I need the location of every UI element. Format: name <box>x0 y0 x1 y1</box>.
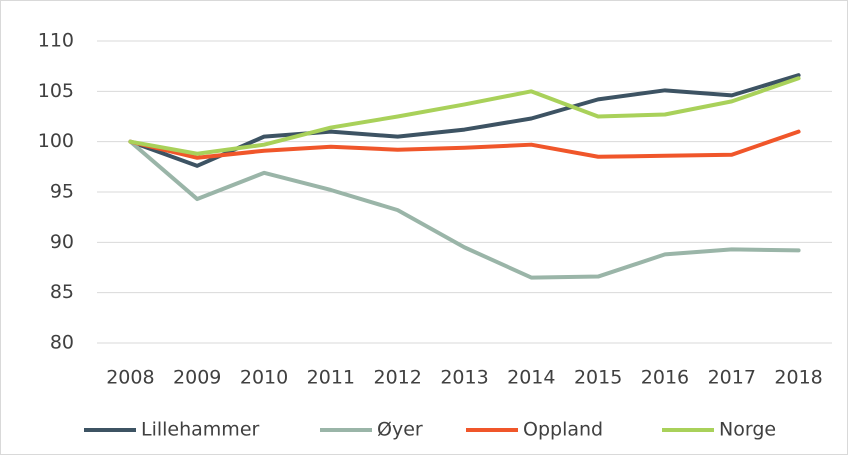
x-tick-label: 2018 <box>774 367 822 389</box>
y-tick-label: 95 <box>50 181 74 203</box>
x-tick-label: 2012 <box>374 367 422 389</box>
line-series <box>128 129 801 160</box>
legend-label: Oppland <box>523 419 603 441</box>
x-tick-label: 2014 <box>507 367 555 389</box>
x-tick-label: 2009 <box>173 367 221 389</box>
y-tick-label: 85 <box>50 281 74 303</box>
x-tick-label: 2016 <box>641 367 689 389</box>
y-tick-label: 90 <box>50 231 74 253</box>
y-tick-label: 105 <box>38 80 74 102</box>
legend-label: Norge <box>719 419 776 441</box>
y-tick-label: 100 <box>38 130 74 152</box>
legend-label: Lillehammer <box>141 419 260 441</box>
x-tick-label: 2011 <box>307 367 355 389</box>
x-tick-label: 2015 <box>574 367 622 389</box>
x-tick-label: 2010 <box>240 367 288 389</box>
y-tick-label: 80 <box>50 332 74 354</box>
x-tick-label: 2008 <box>106 367 154 389</box>
x-tick-label: 2013 <box>440 367 488 389</box>
line-series <box>128 76 801 156</box>
x-tick-label: 2017 <box>708 367 756 389</box>
legend-label: Øyer <box>377 419 423 441</box>
y-tick-label: 110 <box>38 30 74 52</box>
line-series <box>128 139 801 280</box>
